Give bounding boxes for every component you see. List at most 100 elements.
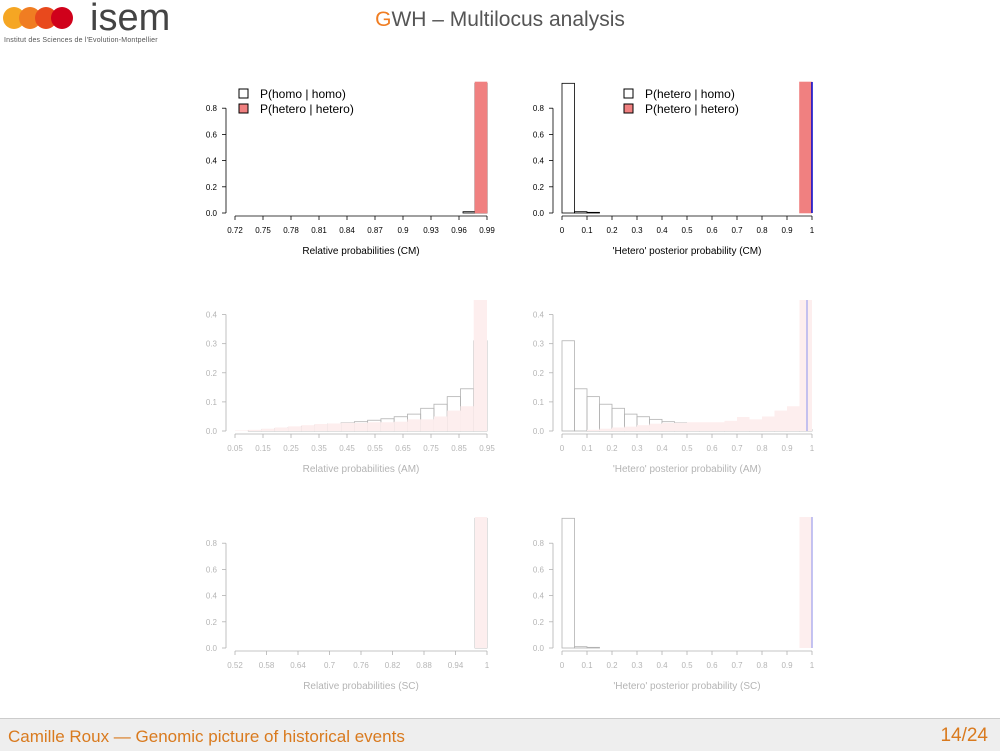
x-tick-label: 0.15 — [255, 444, 271, 453]
bar-filled — [799, 81, 813, 214]
y-tick-label: 0.2 — [206, 618, 218, 627]
bar-outline — [353, 421, 369, 432]
x-tick-label: 0.96 — [451, 226, 467, 235]
y-tick-label: 0.6 — [206, 130, 218, 139]
legend-swatch-outline — [623, 88, 634, 99]
bar-filled — [341, 422, 355, 431]
y-tick-label: 0.3 — [533, 340, 545, 349]
bar-filled — [407, 419, 421, 431]
bar-outline — [274, 428, 289, 432]
x-tick-label: 0.65 — [395, 444, 411, 453]
y-tick-label: 0.0 — [533, 427, 545, 436]
bar-filled — [587, 429, 600, 431]
y-tick-label: 0.0 — [533, 209, 545, 218]
logo-circle-2 — [19, 7, 41, 29]
x-tick-label: 0.9 — [397, 226, 409, 235]
x-axis-label: Relative probabilities (CM) — [302, 246, 419, 257]
histogram-panel-2: 0 0.1 0.2 0.3 0.4 0.5 0.6 0.7 0.8 0.9 1 'Hetero' po… — [533, 81, 815, 257]
bar-filled — [475, 517, 487, 648]
bar-filled — [799, 300, 812, 431]
x-tick-label: 0.7 — [324, 661, 336, 670]
x-tick-label: 0.58 — [259, 661, 275, 670]
bar-outline — [446, 396, 461, 432]
x-tick-label: 0.84 — [339, 226, 355, 235]
bar-outline — [380, 418, 395, 432]
y-tick-label: 0.0 — [206, 209, 218, 218]
bar-outline — [574, 646, 588, 649]
x-tick-label: 0.8 — [756, 661, 768, 670]
bar-outline — [561, 517, 575, 649]
legend-entry: P(hetero | hetero) — [260, 102, 354, 116]
slide-title: GWH – Multilocus analysis — [0, 8, 1000, 32]
histogram-panel-3: 0.05 0.15 0.25 0.35 0.45 0.55 0.65 0.75 0.85 0.95… — [206, 300, 495, 475]
bar-outline — [786, 428, 800, 432]
bar-outline — [247, 430, 262, 432]
bar-filled — [687, 422, 700, 431]
bar-outline — [611, 407, 625, 432]
x-tick-label: 0.5 — [681, 661, 693, 670]
bar-outline — [561, 340, 575, 432]
logo-circle-4 — [51, 7, 73, 29]
bar-filled — [474, 81, 488, 214]
bar-filled — [712, 422, 725, 431]
bar-outline — [287, 427, 302, 432]
bar-outline — [574, 388, 588, 432]
bar-filled — [612, 427, 625, 431]
x-tick-label: 0.9 — [781, 661, 793, 670]
y-tick-label: 0.3 — [206, 340, 218, 349]
bar-outline — [624, 413, 638, 432]
x-axis-label: 'Hetero' posterior probability (CM) — [613, 246, 762, 257]
x-tick-label: 0.25 — [283, 444, 299, 453]
bar-outline — [300, 425, 315, 432]
bar-filled — [367, 422, 381, 431]
x-tick-label: 0.6 — [706, 661, 718, 670]
x-tick-label: 0.3 — [631, 661, 643, 670]
bar-outline — [586, 646, 600, 649]
x-axis-label: Relative probabilities (SC) — [303, 681, 419, 692]
legend-entry: P(hetero | hetero) — [645, 102, 739, 116]
bar-outline — [561, 82, 575, 214]
bar-outline — [674, 422, 688, 432]
histogram-panel-4: 0 0.1 0.2 0.3 0.4 0.5 0.6 0.7 0.8 0.9 1 'Hetero' po… — [533, 300, 815, 475]
bar-filled — [774, 410, 787, 431]
x-tick-label: 0 — [560, 226, 565, 235]
bar-outline — [586, 211, 600, 214]
footer-bar: Camille Roux — Genomic picture of histor… — [0, 718, 1000, 751]
x-tick-label: 0.3 — [631, 444, 643, 453]
x-tick-label: 0.93 — [423, 226, 439, 235]
x-tick-label: 0.2 — [606, 444, 618, 453]
x-tick-label: 0.6 — [706, 226, 718, 235]
y-tick-label: 0.2 — [533, 618, 545, 627]
bar-outline — [420, 407, 435, 432]
bar-outline — [314, 424, 329, 432]
y-tick-label: 0.8 — [533, 104, 545, 113]
x-tick-label: 0.1 — [581, 226, 593, 235]
legend-entry: P(homo | homo) — [260, 87, 346, 101]
bar-outline — [749, 426, 763, 432]
x-tick-label: 1 — [485, 661, 490, 670]
y-tick-label: 0.4 — [533, 592, 545, 601]
bar-outline — [636, 416, 650, 432]
legend-swatch-outline — [238, 88, 249, 99]
bar-filled — [301, 425, 315, 431]
bar-outline — [699, 424, 713, 432]
x-tick-label: 0.55 — [367, 444, 383, 453]
bar-outline — [724, 425, 738, 432]
bar-filled — [737, 417, 750, 431]
bar-filled — [662, 422, 675, 431]
histogram-panel-1: 0.72 0.75 0.78 0.81 0.84 0.87 0.9 0.93 0.96 0.99 R… — [206, 81, 495, 257]
x-axis-label: Relative probabilities (AM) — [303, 464, 420, 475]
bar-filled — [637, 425, 650, 431]
bar-outline — [649, 418, 663, 432]
bar-filled — [354, 422, 368, 431]
isem-logo: isem — [3, 0, 170, 39]
x-tick-label: 0.7 — [731, 226, 743, 235]
legend-swatch-filled — [623, 103, 634, 114]
bar-outline — [407, 413, 422, 432]
x-tick-label: 0.72 — [227, 226, 243, 235]
bar-outline — [574, 211, 588, 214]
bar-outline — [799, 429, 813, 432]
y-tick-label: 0.8 — [533, 539, 545, 548]
bar-filled — [235, 430, 249, 431]
bar-filled — [624, 426, 637, 431]
